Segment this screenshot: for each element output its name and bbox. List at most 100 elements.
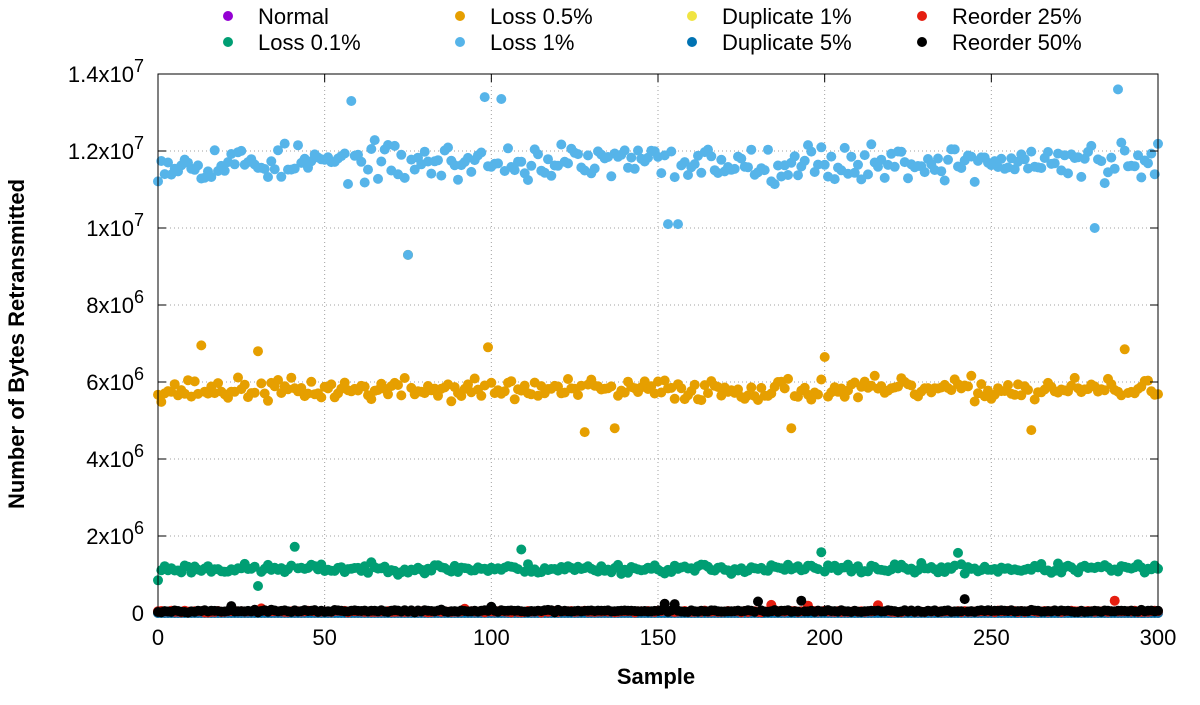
data-point — [903, 173, 913, 184]
legend-marker — [687, 37, 697, 47]
y-tick-label: 0 — [132, 601, 144, 626]
data-point — [969, 396, 980, 407]
data-point — [316, 392, 327, 403]
legend-item: Loss 0.5% — [455, 4, 593, 29]
data-point — [629, 163, 640, 174]
legend-item: Reorder 25% — [917, 4, 1082, 29]
data-point — [543, 154, 553, 165]
data-point — [306, 376, 317, 387]
data-point — [1023, 384, 1033, 395]
legend-label: Reorder 50% — [952, 30, 1082, 55]
data-point — [1109, 595, 1120, 606]
data-point — [1043, 147, 1053, 157]
legend-marker — [455, 37, 465, 47]
data-point — [853, 159, 863, 170]
data-point — [289, 541, 300, 552]
data-point — [326, 379, 337, 390]
data-point — [399, 373, 410, 383]
data-point — [359, 381, 370, 392]
data-point — [163, 157, 173, 168]
data-point — [663, 219, 673, 230]
data-point — [729, 163, 740, 174]
y-tick-label: 6x106 — [86, 364, 144, 395]
data-point — [853, 392, 863, 403]
data-point — [583, 150, 593, 161]
data-point — [626, 152, 637, 163]
data-point — [233, 372, 243, 383]
data-point — [1089, 223, 1100, 233]
y-tick-label: 8x106 — [86, 287, 144, 318]
y-axis-title: Number of Bytes Retransmitted — [4, 179, 29, 509]
data-point — [253, 346, 263, 357]
y-tick-label: 1.2x107 — [68, 133, 144, 164]
data-point — [259, 164, 270, 174]
data-point — [169, 379, 180, 390]
data-point — [469, 373, 480, 384]
data-point — [383, 389, 393, 400]
data-point — [506, 376, 517, 387]
data-point — [1146, 148, 1157, 159]
data-point — [946, 385, 957, 396]
data-point — [503, 143, 513, 154]
data-point — [479, 92, 490, 103]
data-point — [209, 145, 220, 156]
data-point — [213, 378, 223, 389]
data-point — [496, 94, 507, 104]
legend-item: Duplicate 5% — [687, 30, 852, 55]
data-point — [339, 377, 350, 388]
data-point — [556, 139, 567, 150]
data-point — [463, 379, 473, 390]
data-point — [1063, 168, 1073, 179]
legend-marker — [223, 37, 233, 47]
legend-item: Reorder 50% — [917, 30, 1082, 55]
data-point — [956, 163, 967, 173]
data-point — [829, 174, 840, 185]
data-point — [696, 395, 707, 406]
data-point — [869, 370, 880, 381]
data-point — [846, 151, 857, 162]
data-point — [493, 158, 503, 169]
data-point — [1086, 140, 1097, 151]
data-point — [419, 146, 430, 157]
data-point — [819, 159, 830, 170]
data-point — [206, 172, 217, 182]
data-point — [239, 379, 250, 390]
legend-marker — [687, 11, 697, 21]
data-point — [193, 160, 203, 171]
data-point — [376, 156, 387, 167]
data-point — [849, 167, 860, 178]
data-point — [673, 219, 683, 230]
data-point — [813, 389, 823, 400]
data-point — [269, 164, 280, 175]
data-point — [619, 387, 630, 398]
data-point — [366, 394, 377, 405]
data-point — [509, 165, 520, 176]
data-point — [263, 395, 273, 406]
data-point — [1036, 163, 1047, 173]
legend-marker — [455, 11, 465, 21]
data-point — [606, 171, 617, 182]
legend-label: Normal — [258, 4, 329, 29]
data-point — [609, 423, 620, 434]
data-point — [573, 390, 583, 400]
data-point — [266, 156, 277, 167]
data-point — [1143, 158, 1153, 169]
data-point — [476, 390, 487, 401]
data-point — [519, 380, 530, 391]
data-point — [446, 396, 457, 407]
data-point — [736, 153, 747, 164]
x-tick-label: 300 — [1140, 625, 1177, 650]
series-loss-0-5- — [153, 249, 1163, 438]
data-point — [783, 373, 793, 384]
data-point — [156, 396, 167, 407]
data-point — [689, 379, 700, 390]
data-point — [399, 172, 410, 183]
data-point — [786, 423, 797, 434]
data-point — [196, 340, 207, 351]
data-point — [363, 567, 373, 578]
data-point — [769, 179, 780, 190]
data-point — [516, 544, 527, 555]
data-point — [483, 342, 493, 353]
